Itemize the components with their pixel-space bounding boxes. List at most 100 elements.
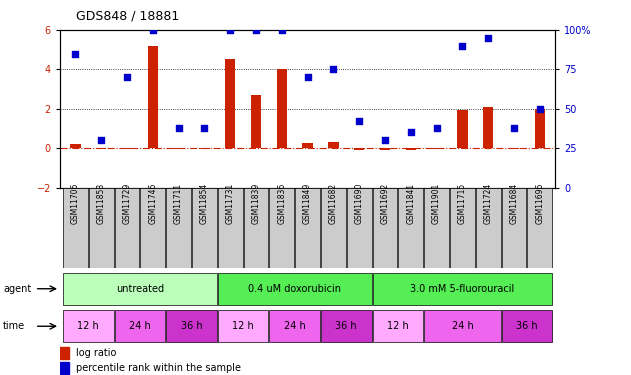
FancyBboxPatch shape [373,273,552,305]
Text: GDS848 / 18881: GDS848 / 18881 [76,9,179,22]
Point [457,43,468,49]
FancyBboxPatch shape [450,188,475,268]
Point [302,74,312,80]
Text: GSM11746: GSM11746 [148,182,157,224]
Point [71,51,81,57]
FancyBboxPatch shape [166,188,191,268]
Text: 24 h: 24 h [284,321,305,331]
Text: GSM11901: GSM11901 [432,183,441,224]
FancyBboxPatch shape [321,310,372,342]
Bar [148,46,158,148]
Text: GSM11731: GSM11731 [226,183,235,224]
Point [509,124,519,130]
FancyBboxPatch shape [528,188,552,268]
FancyBboxPatch shape [192,188,217,268]
Point [380,137,390,143]
Point [406,129,416,135]
Bar [483,107,493,148]
FancyBboxPatch shape [218,310,268,342]
Text: GSM11684: GSM11684 [509,183,519,224]
Text: 12 h: 12 h [232,321,254,331]
FancyBboxPatch shape [141,188,165,268]
Text: GSM11724: GSM11724 [484,183,493,224]
Text: 24 h: 24 h [452,321,473,331]
Point [122,74,132,80]
Bar [534,109,545,148]
FancyBboxPatch shape [115,188,139,268]
Bar [432,148,442,149]
FancyBboxPatch shape [373,310,423,342]
Text: GSM11690: GSM11690 [355,182,363,224]
Point [96,137,106,143]
Bar [225,58,235,148]
Bar [380,148,390,150]
Point [432,124,442,130]
Text: log ratio: log ratio [76,348,116,358]
Point [354,118,364,124]
Bar [328,142,339,148]
Text: 36 h: 36 h [180,321,203,331]
Point [148,27,158,33]
Text: GSM11729: GSM11729 [122,183,131,224]
Point [277,27,287,33]
Text: GSM11836: GSM11836 [277,183,286,224]
Bar [174,148,184,149]
FancyBboxPatch shape [115,310,165,342]
Bar [276,69,287,148]
FancyBboxPatch shape [424,310,500,342]
FancyBboxPatch shape [295,188,320,268]
Text: 12 h: 12 h [387,321,409,331]
Text: time: time [3,321,25,331]
Bar [457,110,468,148]
Bar [406,148,416,150]
Bar [251,95,261,148]
Text: GSM11682: GSM11682 [329,183,338,224]
Bar [302,143,313,148]
FancyBboxPatch shape [89,188,114,268]
FancyBboxPatch shape [63,188,88,268]
Text: GSM11853: GSM11853 [97,183,106,224]
Text: GSM11839: GSM11839 [252,183,261,224]
Text: GSM11715: GSM11715 [458,183,467,224]
Text: GSM11692: GSM11692 [380,183,389,224]
FancyBboxPatch shape [424,188,449,268]
FancyBboxPatch shape [347,188,372,268]
FancyBboxPatch shape [269,188,294,268]
Text: 36 h: 36 h [336,321,357,331]
FancyBboxPatch shape [476,188,500,268]
Text: untreated: untreated [116,284,164,294]
Text: GSM11849: GSM11849 [303,183,312,224]
Point [328,66,338,72]
Text: 36 h: 36 h [516,321,538,331]
Text: percentile rank within the sample: percentile rank within the sample [76,363,240,373]
Text: GSM11711: GSM11711 [174,183,183,224]
FancyBboxPatch shape [398,188,423,268]
FancyBboxPatch shape [63,273,217,305]
Text: 24 h: 24 h [129,321,151,331]
Text: GSM11841: GSM11841 [406,183,415,224]
Text: GSM11696: GSM11696 [535,182,545,224]
FancyBboxPatch shape [373,188,398,268]
Bar [199,148,209,149]
Bar [354,148,364,150]
Bar [96,148,107,149]
FancyBboxPatch shape [502,188,526,268]
FancyBboxPatch shape [269,310,320,342]
Point [483,35,493,41]
FancyBboxPatch shape [218,188,242,268]
FancyBboxPatch shape [321,188,346,268]
Text: 12 h: 12 h [78,321,99,331]
Text: agent: agent [3,284,32,294]
Point [199,124,209,130]
Text: 3.0 mM 5-fluorouracil: 3.0 mM 5-fluorouracil [410,284,514,294]
Point [225,27,235,33]
Bar [122,148,132,149]
Bar [60,362,69,374]
Text: GSM11854: GSM11854 [200,183,209,224]
FancyBboxPatch shape [502,310,552,342]
Point [174,124,184,130]
FancyBboxPatch shape [166,310,217,342]
Text: 0.4 uM doxorubicin: 0.4 uM doxorubicin [248,284,341,294]
FancyBboxPatch shape [218,273,372,305]
Text: GSM11706: GSM11706 [71,182,80,224]
